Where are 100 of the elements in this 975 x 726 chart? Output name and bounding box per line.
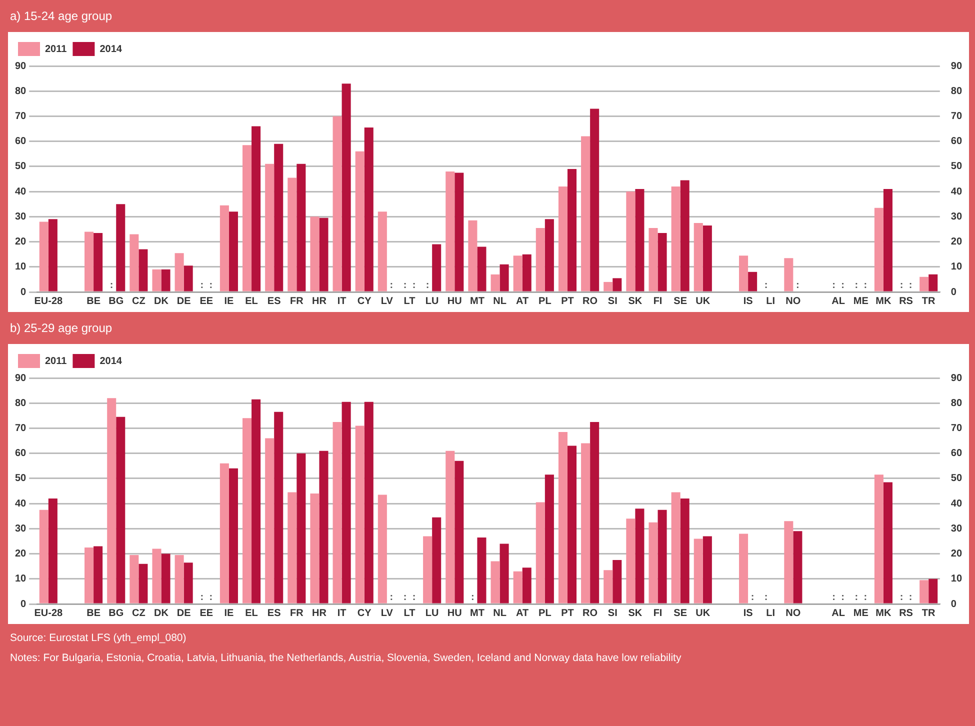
x-tick-label: EU-28 <box>34 608 64 619</box>
bar <box>920 580 929 604</box>
x-tick-label: RS <box>899 296 914 307</box>
bar <box>107 398 116 604</box>
bar <box>581 443 590 604</box>
text: : <box>209 592 213 603</box>
bar <box>874 208 884 292</box>
bar <box>513 256 522 292</box>
x-tick-label: ME <box>853 296 869 307</box>
x-tick-label: FI <box>653 608 662 619</box>
bar <box>648 228 658 292</box>
x-tick-label: EE <box>200 608 214 619</box>
y2-tick-label: 60 <box>950 448 962 460</box>
x-tick-label: MK <box>876 608 892 619</box>
bar <box>94 232 103 292</box>
bar <box>522 254 532 292</box>
legend-label: 2014 <box>100 356 122 367</box>
chart-title: b) 25-29 age group <box>9 320 114 337</box>
x-tick-label: FR <box>290 296 304 307</box>
bar <box>558 186 568 292</box>
text: : <box>412 280 416 291</box>
x-tick-label: NO <box>786 296 801 307</box>
bar <box>635 508 644 604</box>
bar <box>658 510 667 604</box>
bar <box>590 108 600 292</box>
bar <box>446 171 455 292</box>
bar <box>739 256 748 292</box>
bar <box>319 218 328 292</box>
x-tick-label: DK <box>154 296 170 307</box>
bar <box>468 220 478 292</box>
x-tick-label: SI <box>608 608 618 619</box>
bar <box>874 474 884 604</box>
bar <box>274 412 284 604</box>
bar <box>581 136 590 292</box>
x-tick-label: LT <box>404 608 416 619</box>
bar <box>184 562 193 604</box>
chart-title: a) 15-24 age group <box>9 8 114 25</box>
bar <box>928 274 938 292</box>
y-tick-label: 0 <box>20 286 27 298</box>
y2-tick-label: 10 <box>950 574 962 585</box>
bar <box>748 272 758 292</box>
bar <box>604 570 613 604</box>
bar <box>332 422 342 604</box>
x-tick-label: UK <box>696 296 711 307</box>
y-tick-label: 40 <box>15 186 27 198</box>
bar <box>84 548 94 604</box>
bar <box>342 84 351 292</box>
text: : <box>796 280 800 291</box>
y-tick-label: 80 <box>15 86 27 97</box>
x-tick-label: ME <box>853 608 869 619</box>
x-tick-label: IT <box>337 296 346 307</box>
bar <box>558 432 568 604</box>
x-tick-label: HR <box>312 608 328 619</box>
x-tick-label: DE <box>176 296 192 307</box>
y2-tick-label: 90 <box>950 372 962 384</box>
bar <box>242 145 252 292</box>
y-tick-label: 30 <box>15 523 27 534</box>
legend-label: 2014 <box>100 44 122 55</box>
bar <box>883 482 892 604</box>
text: : <box>764 592 768 603</box>
bar <box>274 144 284 292</box>
y-tick-label: 50 <box>15 161 27 172</box>
y2-tick-label: 60 <box>950 136 962 148</box>
bar <box>161 554 170 604</box>
x-tick-label: AT <box>516 296 529 307</box>
x-tick-label: PL <box>538 608 552 619</box>
y2-tick-label: 30 <box>950 523 962 534</box>
x-tick-label: HR <box>312 296 328 307</box>
y-tick-label: 80 <box>15 398 27 409</box>
y-tick-label: 60 <box>15 136 27 148</box>
bar <box>536 502 545 604</box>
bar <box>604 282 613 292</box>
bar <box>265 438 274 604</box>
bar <box>658 232 667 292</box>
y-tick-label: 70 <box>15 422 27 434</box>
bar <box>174 253 184 292</box>
bar <box>477 537 486 604</box>
bar <box>84 232 94 292</box>
bar <box>94 546 103 604</box>
x-tick-label: RO <box>582 296 598 307</box>
x-tick-label: EL <box>245 296 258 307</box>
bar <box>378 494 387 604</box>
bar <box>364 402 374 604</box>
text: Notes: For Bulgaria, Estonia, Croatia, Latvia, Lithuania, the Netherlands, Austria, Slovenia, Sweden, Iceland and Norway data have low reliability <box>9 651 682 664</box>
x-tick-label: IE <box>224 608 234 619</box>
x-tick-label: MK <box>876 296 892 307</box>
text: : <box>412 592 416 603</box>
bar <box>536 228 545 292</box>
bar <box>161 269 170 292</box>
y-tick-label: 10 <box>15 574 27 585</box>
x-tick-label: BE <box>86 296 101 307</box>
bar <box>793 531 802 604</box>
bar <box>648 522 658 604</box>
x-tick-label: IE <box>224 296 234 307</box>
bar <box>174 555 184 604</box>
bar <box>784 258 794 292</box>
x-tick-label: AL <box>832 608 845 619</box>
bar <box>378 212 387 292</box>
bar <box>116 204 126 292</box>
x-tick-label: NO <box>786 608 801 619</box>
